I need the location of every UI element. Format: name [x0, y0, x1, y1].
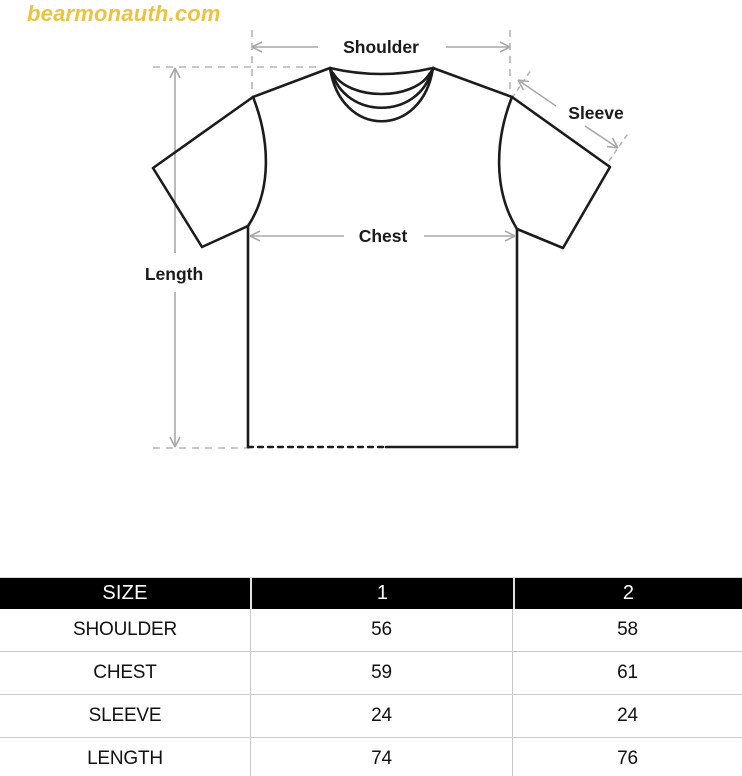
header-cell-size: SIZE — [0, 578, 252, 609]
row-value: 58 — [617, 619, 638, 640]
chest-label: Chest — [359, 226, 408, 246]
collar-outer-curve — [328, 66, 435, 123]
shoulder-dimension-arrow — [251, 41, 511, 53]
table-row-shoulder: SHOULDER 56 58 — [0, 609, 742, 651]
size-table: SIZE 1 2 SHOULDER 56 58 CHEST 59 61 SLEE… — [0, 577, 742, 776]
size-table-header-row: SIZE 1 2 — [0, 578, 742, 609]
row-label: SHOULDER — [0, 609, 251, 651]
row-value: 61 — [617, 662, 638, 683]
collar-back-neck — [328, 66, 435, 76]
right-shoulder-seam — [431, 66, 514, 99]
table-row-length: LENGTH 74 76 — [0, 737, 742, 776]
right-sleeve — [510, 95, 612, 250]
row-value: 56 — [251, 609, 513, 651]
table-row-chest: CHEST 59 61 — [0, 651, 742, 694]
row-value: 24 — [251, 695, 513, 737]
sleeve-dimension-arrow — [517, 79, 619, 149]
left-sleeve — [151, 95, 255, 249]
sleeve-label: Sleeve — [568, 103, 624, 123]
row-label: LENGTH — [0, 738, 251, 776]
header-cell-size-2: 2 — [622, 582, 635, 604]
row-label: CHEST — [0, 652, 251, 694]
shoulder-label: Shoulder — [343, 37, 419, 57]
length-label: Length — [145, 264, 203, 284]
left-armhole-seam — [246, 95, 268, 228]
header-cell-size-1: 1 — [252, 578, 515, 609]
measurement-arrows — [169, 41, 619, 448]
tshirt-measurement-diagram: Shoulder Sleeve Chest Length — [145, 30, 630, 449]
collar-inner-curve — [331, 71, 432, 96]
row-value: 24 — [617, 705, 638, 726]
tshirt-outline — [151, 66, 612, 449]
right-armhole-seam — [497, 95, 519, 231]
row-label: SLEEVE — [0, 695, 251, 737]
row-value: 76 — [617, 748, 638, 769]
row-value: 74 — [251, 738, 513, 776]
left-shoulder-seam — [251, 66, 332, 99]
sleeve-bottom-extension-line — [608, 131, 630, 162]
length-dimension-arrow — [169, 67, 181, 448]
collar-mid-curve — [330, 69, 433, 110]
watermark-text: bearmonauth.com — [27, 1, 221, 26]
row-value: 59 — [251, 652, 513, 694]
table-row-sleeve: SLEEVE 24 24 — [0, 694, 742, 737]
extension-dashed-lines — [153, 30, 630, 449]
chest-dimension-arrow — [249, 230, 516, 242]
sleeve-top-extension-line — [511, 69, 532, 99]
